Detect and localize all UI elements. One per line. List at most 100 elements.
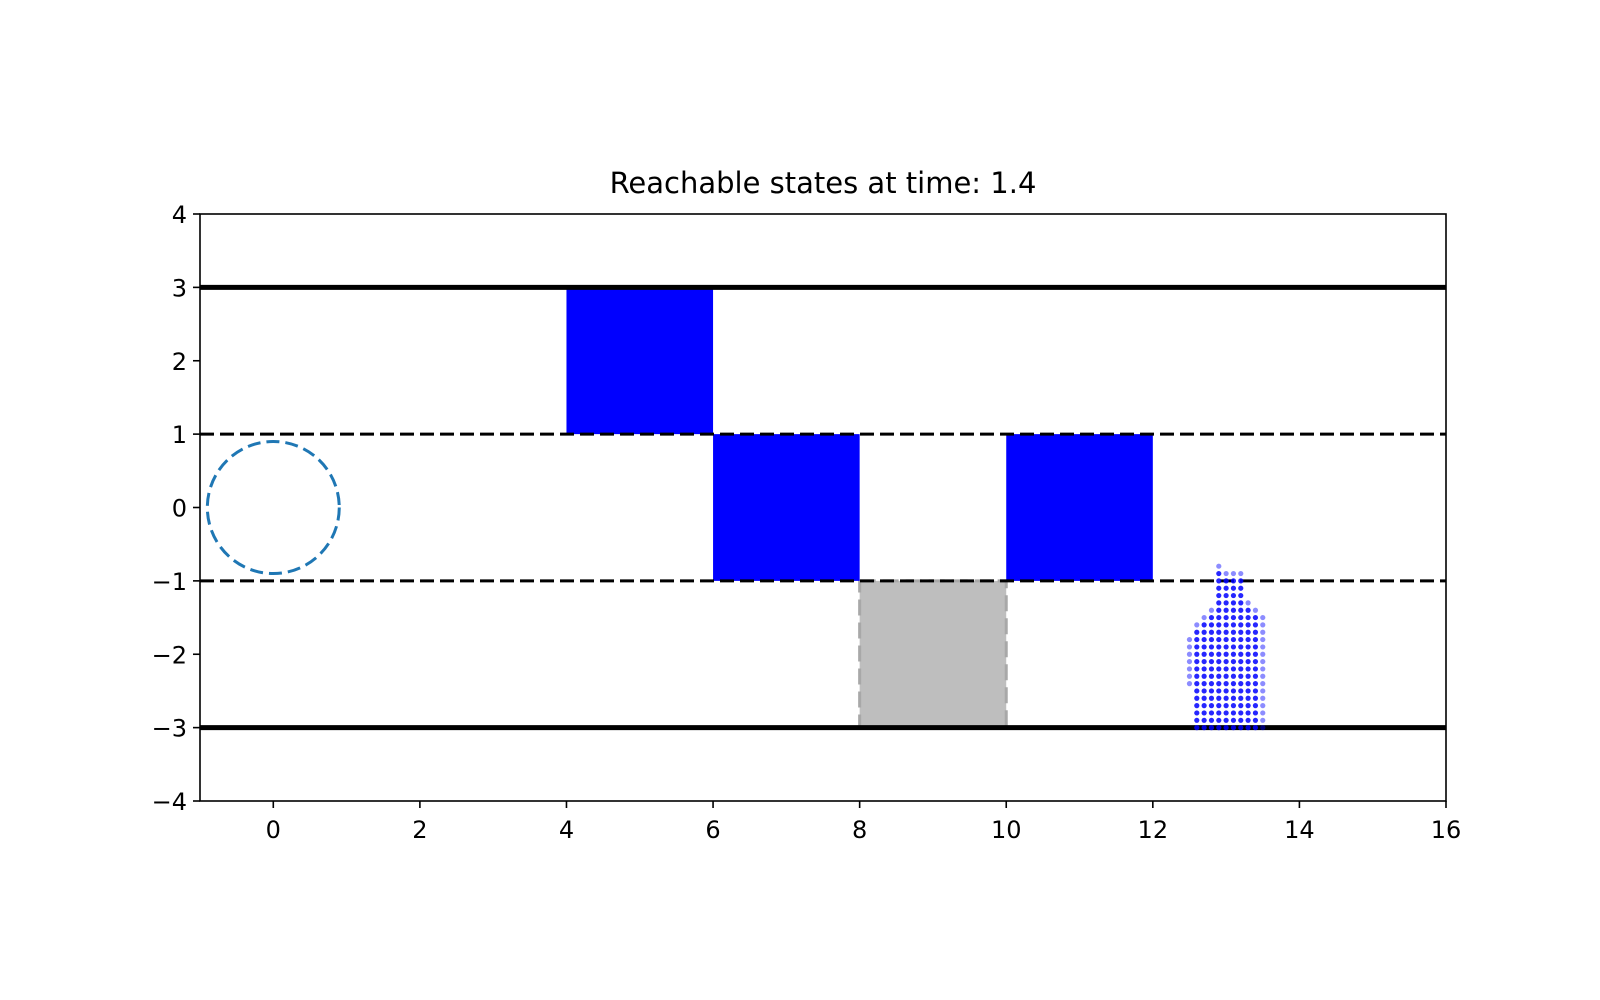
reachable-point bbox=[1216, 614, 1222, 621]
reachable-point bbox=[1260, 614, 1266, 621]
reachable-point bbox=[1208, 607, 1215, 613]
reachable-point bbox=[1245, 607, 1251, 613]
reachable-point bbox=[1230, 725, 1237, 731]
reachable-point bbox=[1216, 570, 1222, 577]
y-tick-label: −1 bbox=[152, 568, 187, 596]
reachable-point bbox=[1223, 666, 1229, 672]
y-tick-label: 0 bbox=[172, 495, 187, 523]
reachable-point bbox=[1252, 681, 1259, 687]
reachable-point bbox=[1216, 585, 1222, 591]
reachable-point bbox=[1194, 651, 1200, 657]
reachable-point bbox=[1252, 710, 1259, 716]
reachable-point bbox=[1201, 673, 1207, 679]
reachable-point bbox=[1216, 629, 1222, 635]
reachable-point bbox=[1245, 636, 1251, 643]
reachable-point bbox=[1186, 651, 1193, 657]
y-tick-label: 4 bbox=[172, 201, 187, 229]
y-tick-label: −3 bbox=[152, 715, 187, 743]
reachable-point bbox=[1223, 658, 1229, 665]
reachable-point bbox=[1223, 629, 1229, 635]
reachable-point bbox=[1230, 658, 1237, 665]
reachable-point bbox=[1230, 636, 1237, 643]
reachable-point bbox=[1194, 703, 1200, 709]
reachable-point bbox=[1260, 658, 1266, 665]
reachable-point bbox=[1194, 644, 1200, 650]
reachable-point bbox=[1216, 592, 1222, 599]
reachable-point bbox=[1238, 673, 1244, 679]
ego-circle bbox=[205, 439, 341, 576]
reachable-point bbox=[1252, 629, 1259, 635]
reachable-point bbox=[1260, 622, 1266, 628]
reachable-point bbox=[1216, 622, 1222, 628]
reachable-point bbox=[1245, 688, 1251, 694]
reachable-point bbox=[1245, 717, 1251, 723]
reachable-point bbox=[1223, 592, 1229, 599]
reachable-point bbox=[1260, 636, 1266, 643]
reachable-point bbox=[1223, 725, 1229, 731]
reachable-point bbox=[1230, 717, 1237, 723]
reachable-point bbox=[1208, 717, 1215, 723]
reachable-point bbox=[1252, 673, 1259, 679]
reachable-point bbox=[1208, 710, 1215, 716]
reachable-point bbox=[1252, 703, 1259, 709]
reachable-point bbox=[1230, 629, 1237, 635]
x-tick-label: 16 bbox=[1431, 816, 1462, 844]
reachable-point bbox=[1216, 710, 1222, 716]
reachable-point bbox=[1194, 725, 1200, 731]
plot-content bbox=[200, 284, 1446, 731]
reachable-point bbox=[1216, 607, 1222, 613]
y-tick-label: 2 bbox=[172, 348, 187, 376]
reachable-point bbox=[1238, 592, 1244, 599]
reachable-point bbox=[1230, 600, 1237, 606]
reachable-point bbox=[1216, 688, 1222, 694]
x-tick-label: 14 bbox=[1284, 816, 1315, 844]
reachable-point bbox=[1216, 681, 1222, 687]
reachable-point bbox=[1230, 710, 1237, 716]
reachable-point bbox=[1201, 725, 1207, 731]
reachable-point bbox=[1230, 681, 1237, 687]
reachable-point bbox=[1194, 673, 1200, 679]
reachable-point bbox=[1252, 688, 1259, 694]
reachable-point bbox=[1186, 666, 1193, 672]
reachable-point bbox=[1230, 644, 1237, 650]
reachable-point bbox=[1238, 578, 1244, 584]
reachable-point bbox=[1260, 644, 1266, 650]
reachable-point bbox=[1260, 725, 1266, 731]
reachable-point bbox=[1208, 629, 1215, 635]
reachable-point bbox=[1238, 695, 1244, 701]
reachable-point bbox=[1238, 644, 1244, 650]
reachable-point bbox=[1230, 703, 1237, 709]
reachable-point bbox=[1260, 629, 1266, 635]
reachable-point bbox=[1186, 658, 1193, 665]
reachable-point bbox=[1201, 614, 1207, 621]
reachable-point bbox=[1216, 703, 1222, 709]
reachable-point bbox=[1208, 614, 1215, 621]
reachable-point bbox=[1208, 651, 1215, 657]
reachable-point bbox=[1216, 673, 1222, 679]
reachable-point bbox=[1230, 622, 1237, 628]
reachable-point bbox=[1238, 585, 1244, 591]
x-tick-label: 2 bbox=[412, 816, 427, 844]
reachable-point bbox=[1223, 607, 1229, 613]
reachable-point bbox=[1252, 717, 1259, 723]
reachable-point bbox=[1201, 629, 1207, 635]
reachable-point bbox=[1201, 622, 1207, 628]
x-tick-label: 6 bbox=[705, 816, 720, 844]
reachable-point bbox=[1252, 666, 1259, 672]
reachable-point bbox=[1245, 629, 1251, 635]
reachable-point bbox=[1230, 614, 1237, 621]
reachable-point bbox=[1208, 695, 1215, 701]
x-tick-label: 0 bbox=[266, 816, 281, 844]
reachable-point bbox=[1223, 644, 1229, 650]
chart-title: Reachable states at time: 1.4 bbox=[610, 166, 1037, 200]
reachable-point bbox=[1238, 651, 1244, 657]
reachable-point bbox=[1216, 651, 1222, 657]
reachable-point bbox=[1230, 673, 1237, 679]
reachable-point bbox=[1208, 658, 1215, 665]
reachable-point bbox=[1238, 681, 1244, 687]
reachable-point bbox=[1245, 673, 1251, 679]
reachable-point bbox=[1238, 658, 1244, 665]
reachable-point bbox=[1245, 614, 1251, 621]
reachable-point bbox=[1238, 607, 1244, 613]
